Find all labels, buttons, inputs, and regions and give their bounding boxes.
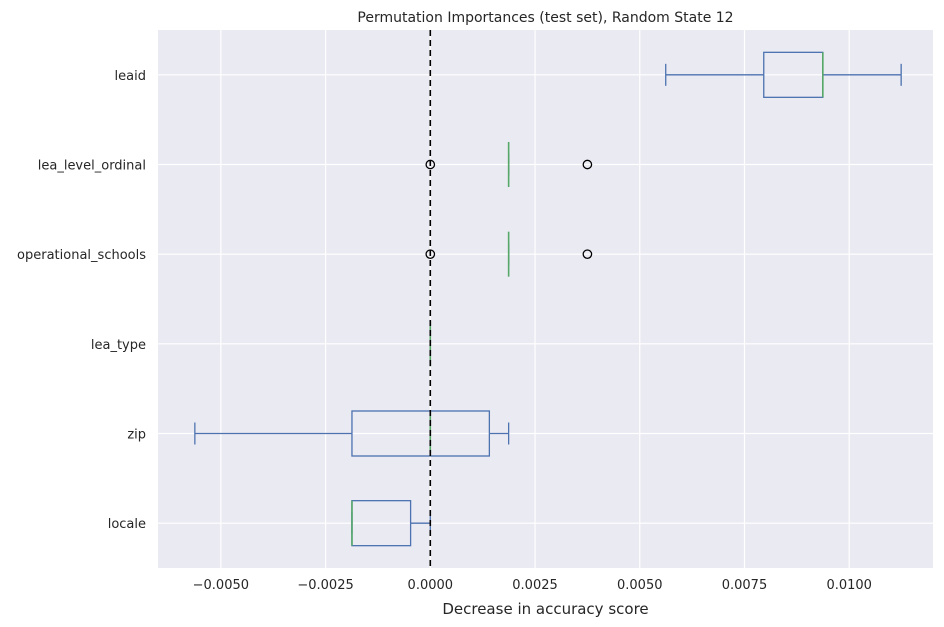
- x-tick-label: 0.0075: [722, 578, 768, 593]
- flier-point: [582, 159, 593, 170]
- y-tick-label: lea_level_ordinal: [38, 159, 146, 174]
- flier-point: [425, 159, 436, 170]
- y-tick-label: zip: [127, 428, 146, 443]
- box-locale: [351, 500, 431, 547]
- y-tick-labels: leaid lea_level_ordinal operational_school…: [17, 69, 146, 532]
- y-tick-label: leaid: [115, 69, 146, 84]
- y-tick-label: locale: [108, 517, 146, 532]
- x-tick-label: 0.0000: [408, 578, 454, 593]
- flier-point: [425, 249, 436, 260]
- x-tick-label: −0.0050: [193, 578, 249, 593]
- boxes: [194, 51, 902, 547]
- x-axis-label: Decrease in accuracy score: [442, 600, 648, 618]
- x-tick-label: 0.0100: [826, 578, 872, 593]
- y-tick-label: operational_schools: [17, 248, 146, 263]
- chart-title: Permutation Importances (test set), Rand…: [357, 10, 733, 26]
- x-tick-label: 0.0025: [512, 578, 558, 593]
- x-tick-label: 0.0050: [617, 578, 663, 593]
- box-leaid: [665, 51, 902, 98]
- y-tick-label: lea_type: [91, 338, 146, 353]
- plot-area: [158, 30, 933, 568]
- box-zip: [194, 410, 510, 457]
- flier-point: [582, 249, 593, 260]
- x-tick-label: −0.0025: [297, 578, 353, 593]
- box-iqr: [351, 410, 491, 457]
- outlier-points: [425, 159, 593, 260]
- x-tick-labels: −0.0050 −0.0025 0.0000 0.0025 0.0050 0.0075 0.…: [193, 578, 872, 593]
